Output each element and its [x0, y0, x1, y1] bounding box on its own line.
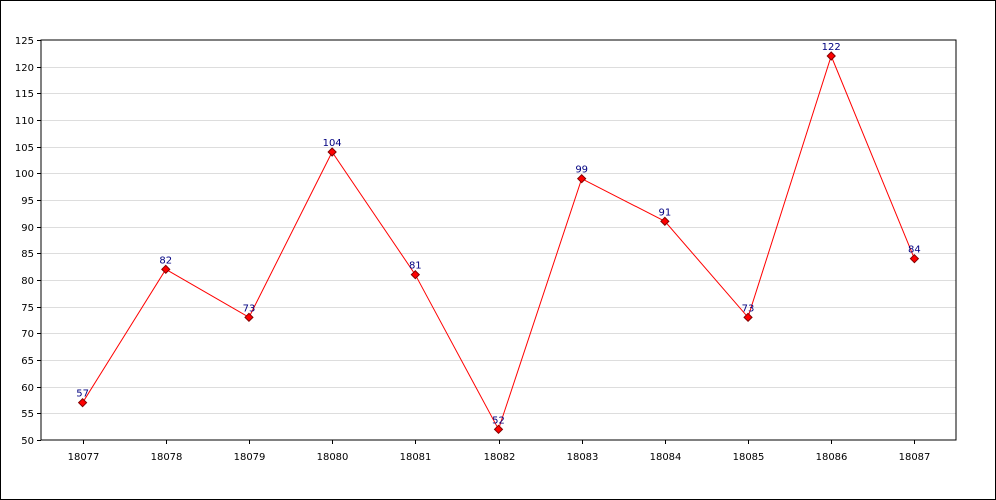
y-tick-label: 115	[15, 89, 34, 100]
y-axis-tick-labels: 50 55 60 65 70 75 80 85 90 95 100 105 110 115 120 125	[15, 36, 34, 447]
x-tick-label: 18079	[234, 452, 266, 463]
data-label: 57	[76, 389, 89, 400]
plot-area	[40, 39, 957, 441]
x-tick-label: 18083	[567, 452, 599, 463]
x-tick-label: 18086	[816, 452, 848, 463]
x-axis-tick-labels: 18077 18078 18079 18080 18081 18082 18083 18084…	[68, 452, 931, 463]
y-tick-label: 110	[15, 116, 34, 127]
data-marker	[493, 424, 504, 435]
data-label: 73	[742, 303, 755, 314]
y-tick-label: 90	[21, 223, 34, 234]
y-tick-label: 120	[15, 63, 34, 74]
x-tick-label: 18085	[733, 452, 765, 463]
x-tick-label: 18084	[650, 452, 682, 463]
y-tick-label: 105	[15, 143, 34, 154]
y-tick-label: 125	[15, 36, 34, 47]
data-label: 104	[323, 138, 342, 149]
x-tick-label: 18080	[317, 452, 349, 463]
grid-lines	[41, 67, 956, 414]
data-label: 122	[822, 42, 841, 53]
data-label: 81	[409, 261, 422, 272]
data-marker	[161, 264, 171, 275]
x-tick-label: 18087	[899, 452, 931, 463]
y-tick-label: 60	[21, 383, 34, 394]
axis-ticks	[37, 40, 915, 444]
data-marker	[244, 312, 254, 323]
data-marker	[327, 147, 337, 157]
data-marker	[909, 253, 920, 264]
data-marker	[743, 312, 753, 323]
data-label: 73	[243, 303, 256, 314]
data-marker	[660, 216, 670, 227]
x-tick-label: 18078	[151, 452, 183, 463]
data-label: 91	[658, 207, 671, 218]
y-tick-label: 95	[21, 196, 34, 207]
data-label: 82	[159, 255, 172, 266]
data-label: 52	[492, 415, 505, 426]
data-marker	[77, 397, 88, 408]
x-tick-label: 18077	[68, 452, 100, 463]
data-label: 99	[575, 165, 588, 176]
series-line	[82, 54, 915, 431]
x-tick-label: 18081	[400, 452, 432, 463]
y-tick-label: 80	[21, 276, 34, 287]
x-tick-label: 18082	[484, 452, 516, 463]
data-marker	[826, 51, 836, 61]
y-tick-label: 55	[21, 409, 34, 420]
data-marker	[410, 269, 421, 280]
data-markers	[77, 51, 920, 435]
data-label: 84	[908, 245, 921, 256]
y-tick-label: 70	[21, 329, 34, 340]
data-labels: 57 82 73 104 81 52 99 91 73 122 84	[76, 42, 921, 426]
series-line-path	[82, 54, 915, 431]
y-tick-label: 85	[21, 249, 34, 260]
y-tick-label: 75	[21, 303, 34, 314]
y-tick-label: 50	[21, 436, 34, 447]
data-marker	[576, 173, 587, 184]
y-tick-label: 65	[21, 356, 34, 367]
y-tick-label: 100	[15, 169, 34, 180]
